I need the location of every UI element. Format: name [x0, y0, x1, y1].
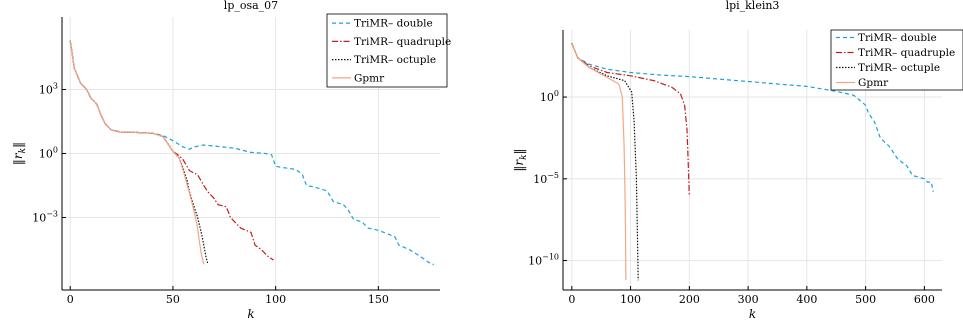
y-tick-label: 10−5	[533, 171, 559, 186]
x-tick-label: 50	[166, 293, 180, 306]
legend-label: TriMR– quadruple	[354, 36, 451, 48]
y-axis-label: ‖rk‖	[512, 148, 529, 171]
y-tick-label: 10−10	[528, 253, 559, 268]
series-line-1	[571, 42, 934, 193]
series-line-3	[69, 40, 209, 265]
series-line-1	[69, 40, 434, 265]
chart-1: 0 50 100 150 103 100 10−3 lp_osa_07k ‖rk‖ TriMR– …	[11, 0, 451, 321]
legend: TriMR– double TriMR– quadruple TriMR– octu…	[830, 29, 963, 91]
x-tick-label: 100	[620, 293, 641, 306]
chart-2: 0 100 200 300 400 500 600 100 10−5 10−10 lpi_klein…	[512, 0, 963, 321]
legend-label: TriMR– quadruple	[858, 47, 955, 59]
series-line-2	[571, 42, 690, 196]
y-tick-label: 100	[540, 89, 559, 104]
legend-box	[830, 29, 963, 91]
chart-title: lpi_klein3	[726, 0, 780, 12]
series-line-3	[571, 42, 639, 281]
x-tick-label: 500	[855, 293, 876, 306]
legend: TriMR– double TriMR– quadruple TriMR– octu…	[326, 13, 451, 88]
y-tick-label: 10−3	[32, 209, 58, 224]
chart-title: lp_osa_07	[224, 0, 278, 12]
legend-label: Gpmr	[858, 77, 889, 89]
x-axis-label: k	[247, 307, 254, 321]
legend-label: TriMR– double	[858, 32, 937, 44]
x-tick-label: 300	[738, 293, 759, 306]
x-tick-label: 600	[914, 293, 935, 306]
y-tick-label: 100	[39, 146, 58, 161]
legend-label: TriMR– double	[354, 18, 433, 30]
x-axis-label: k	[749, 307, 756, 321]
x-tick-label: 400	[796, 293, 817, 306]
legend-label: Gpmr	[354, 72, 385, 84]
x-tick-label: 200	[679, 293, 700, 306]
series-line-4	[571, 42, 627, 281]
series-line-4	[69, 40, 205, 265]
legend-box	[326, 13, 448, 88]
y-tick-label: 103	[39, 82, 58, 97]
x-tick-label: 150	[368, 293, 389, 306]
legend-label: TriMR– octuple	[354, 54, 436, 66]
x-tick-label: 100	[265, 293, 286, 306]
x-tick-label: 0	[67, 293, 74, 306]
x-tick-label: 0	[568, 293, 575, 306]
legend-label: TriMR– octuple	[858, 62, 940, 74]
y-axis-label: ‖rk‖	[11, 142, 28, 165]
